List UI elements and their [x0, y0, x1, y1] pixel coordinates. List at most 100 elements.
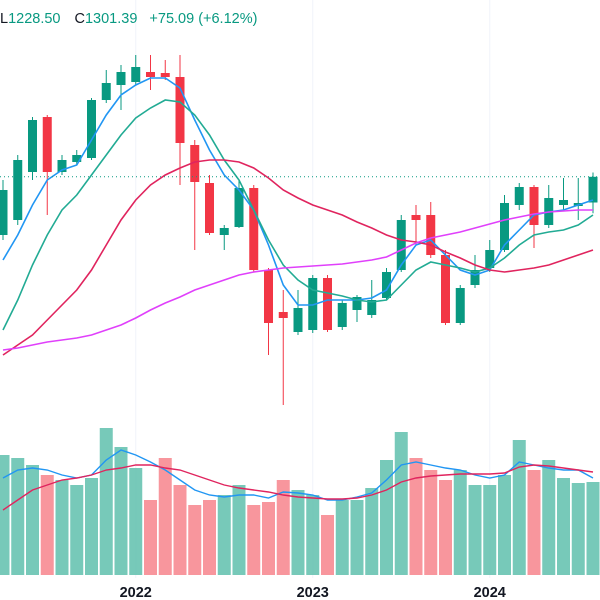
volume-bar	[571, 483, 585, 575]
candle-body	[249, 188, 259, 270]
volume-bar	[380, 460, 393, 575]
volume-bar	[557, 478, 570, 575]
low-label: L	[0, 11, 8, 27]
volume-average-line	[2, 464, 594, 511]
candle-body	[441, 255, 450, 323]
volume-bar	[70, 485, 84, 575]
moving-average-line	[2, 159, 594, 356]
close-value: 1301.39	[85, 11, 137, 27]
volume-bar	[262, 502, 275, 575]
price-pane	[0, 55, 600, 405]
candle-body	[426, 215, 436, 255]
candle-body	[160, 73, 170, 77]
candle-body	[131, 67, 141, 82]
candle-body	[219, 228, 229, 235]
volume-bar	[0, 455, 10, 575]
volume-bar	[85, 478, 98, 575]
volume-bar	[483, 485, 497, 575]
candle-body	[190, 145, 200, 182]
candle-body	[500, 203, 509, 250]
volume-bar	[173, 485, 187, 575]
volume-bar	[232, 485, 246, 575]
candle-body	[57, 160, 67, 172]
candle-body	[382, 272, 391, 298]
volume-pane	[0, 428, 600, 575]
volume-bar	[40, 475, 54, 575]
volume-bar	[365, 488, 379, 575]
candle-body	[308, 278, 318, 330]
volume-bar	[424, 470, 438, 575]
volume-bar	[291, 490, 305, 575]
moving-average-line	[2, 99, 594, 331]
candle-body	[588, 176, 598, 203]
legend-ohlc: L1228.50 C1301.39 +75.09 (+6.12%)	[0, 11, 257, 27]
candle-body	[87, 100, 96, 158]
moving-average-line	[2, 209, 593, 351]
volume-bar	[129, 468, 143, 575]
candle-body	[264, 270, 273, 323]
volume-bar	[158, 458, 172, 575]
candle-body	[559, 200, 568, 205]
volume-bar	[217, 495, 231, 575]
volume-bar	[350, 500, 364, 575]
volume-bar	[453, 470, 467, 575]
candle-body	[13, 160, 23, 220]
low-value: 1228.50	[8, 11, 60, 27]
x-axis: 2022 2023 2024	[120, 585, 506, 600]
candle-body	[514, 187, 524, 205]
candle-body	[485, 250, 495, 268]
x-tick-label: 2022	[120, 585, 152, 600]
volume-bar	[542, 460, 556, 575]
volume-bar	[188, 505, 202, 575]
candle-body	[455, 288, 465, 323]
volume-bar	[11, 458, 25, 575]
candle-body	[529, 187, 539, 225]
volume-bar	[203, 500, 216, 575]
candle-body	[352, 297, 362, 310]
volume-bar	[321, 515, 334, 575]
close-label: C	[75, 11, 85, 27]
volume-bar	[335, 500, 349, 575]
candle-body	[470, 270, 480, 285]
candle-body	[146, 72, 155, 77]
change-value: +75.09 (+6.12%)	[149, 11, 257, 27]
volume-bar	[498, 475, 511, 575]
candle-body	[367, 300, 377, 315]
volume-bar	[144, 500, 157, 575]
volume-bar	[439, 480, 452, 575]
volume-bar	[394, 432, 408, 575]
volume-bar	[527, 470, 541, 575]
candle-body	[234, 188, 244, 227]
candle-body	[101, 83, 111, 100]
volume-bar	[247, 505, 261, 575]
volume-bar	[409, 458, 423, 575]
candle-body	[205, 183, 214, 233]
volume-bar	[114, 447, 128, 575]
candle-body	[72, 155, 82, 162]
volume-bar	[586, 482, 600, 575]
candle-body	[116, 72, 126, 85]
volume-bar	[26, 465, 39, 575]
volume-bar	[468, 485, 482, 575]
candle-body	[396, 220, 406, 270]
candle-body	[337, 303, 347, 327]
candle-body	[278, 312, 288, 318]
volume-bar	[276, 480, 290, 575]
candle-body	[411, 215, 421, 220]
candle-body	[293, 308, 303, 332]
candle-body	[0, 190, 8, 235]
x-tick-label: 2023	[297, 585, 329, 600]
volume-average-line	[2, 449, 594, 501]
candle-body	[175, 77, 185, 143]
volume-bar	[99, 428, 113, 575]
candle-body	[42, 117, 52, 172]
volume-bar	[512, 440, 526, 575]
candle-body	[323, 278, 332, 330]
x-tick-label: 2024	[474, 585, 506, 600]
moving-average-line	[2, 77, 594, 306]
volume-bar	[306, 495, 320, 575]
volume-bar	[55, 480, 69, 575]
candle-body	[28, 120, 37, 172]
